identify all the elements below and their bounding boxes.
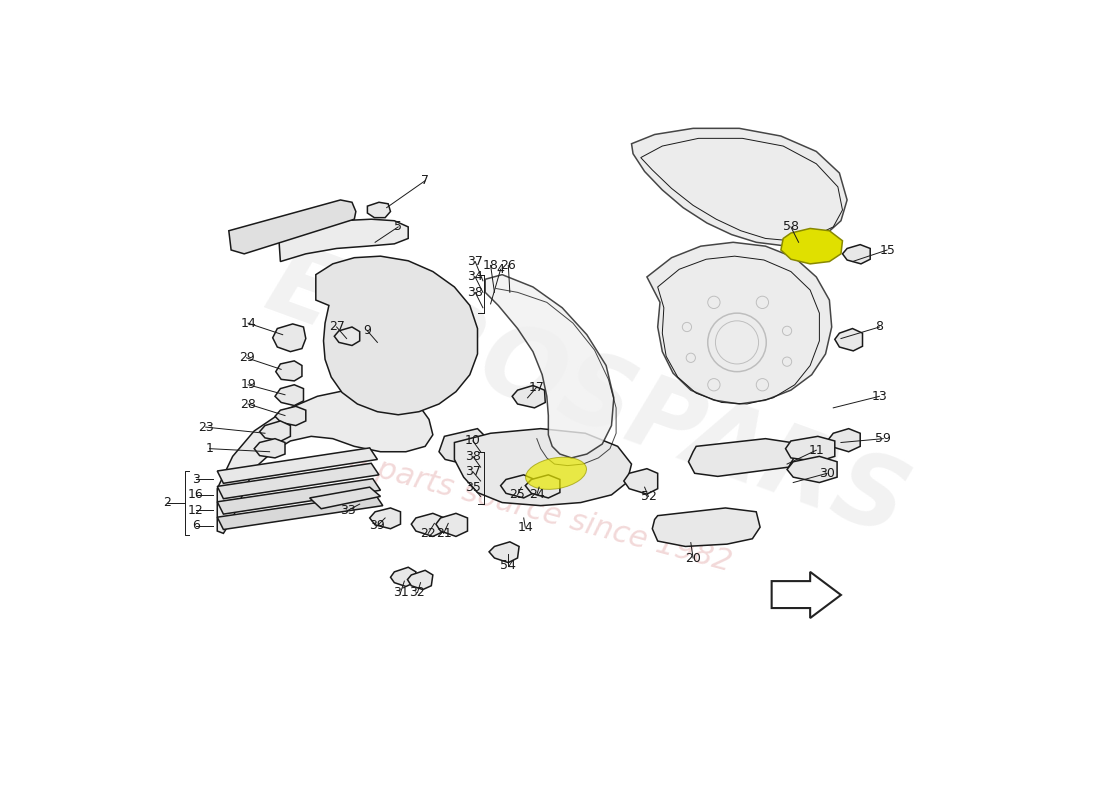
- Text: 16: 16: [188, 488, 204, 502]
- Polygon shape: [229, 200, 356, 254]
- Polygon shape: [279, 219, 408, 262]
- Polygon shape: [788, 456, 837, 482]
- Text: 35: 35: [465, 481, 481, 494]
- Polygon shape: [843, 245, 870, 264]
- Polygon shape: [828, 429, 860, 452]
- Text: 5: 5: [394, 220, 403, 234]
- Text: 14: 14: [240, 317, 256, 330]
- Text: 59: 59: [876, 432, 891, 445]
- Polygon shape: [273, 324, 306, 352]
- Text: 30: 30: [820, 467, 835, 480]
- Polygon shape: [454, 429, 631, 506]
- Polygon shape: [785, 436, 835, 462]
- Polygon shape: [254, 438, 285, 458]
- Text: 37: 37: [468, 255, 483, 268]
- Ellipse shape: [526, 458, 586, 490]
- Text: 8: 8: [876, 321, 883, 334]
- Text: 7: 7: [421, 174, 429, 187]
- Polygon shape: [647, 242, 832, 404]
- Text: 15: 15: [879, 243, 895, 257]
- Text: 28: 28: [240, 398, 256, 410]
- Text: 14: 14: [517, 521, 534, 534]
- Polygon shape: [275, 406, 306, 426]
- Polygon shape: [370, 508, 400, 529]
- Polygon shape: [260, 421, 290, 441]
- Polygon shape: [781, 229, 843, 264]
- Text: 3: 3: [191, 473, 199, 486]
- Polygon shape: [334, 327, 360, 346]
- Text: 26: 26: [500, 259, 516, 272]
- Text: 12: 12: [188, 504, 204, 517]
- Text: 25: 25: [509, 488, 526, 502]
- Text: 38: 38: [465, 450, 481, 463]
- Text: EUROSPARS: EUROSPARS: [254, 235, 920, 557]
- Text: 38: 38: [468, 286, 483, 299]
- Text: 2: 2: [163, 496, 172, 509]
- Text: 19: 19: [240, 378, 256, 391]
- Polygon shape: [218, 463, 378, 498]
- Text: 23: 23: [198, 421, 213, 434]
- Polygon shape: [485, 274, 614, 458]
- Polygon shape: [652, 508, 760, 546]
- Text: 1: 1: [206, 442, 213, 455]
- Polygon shape: [631, 128, 847, 246]
- Text: 11: 11: [808, 444, 824, 457]
- Text: 9: 9: [363, 324, 372, 338]
- Polygon shape: [526, 475, 560, 498]
- Polygon shape: [624, 469, 658, 494]
- Text: 18: 18: [483, 259, 498, 272]
- Text: 4: 4: [497, 262, 505, 276]
- Text: 31: 31: [393, 586, 408, 599]
- Text: 21: 21: [436, 527, 451, 540]
- Text: 10: 10: [465, 434, 481, 447]
- Text: 13: 13: [871, 390, 888, 403]
- Polygon shape: [310, 487, 381, 509]
- Polygon shape: [407, 570, 433, 590]
- Text: 22: 22: [420, 527, 436, 540]
- Polygon shape: [772, 572, 842, 618]
- Polygon shape: [390, 567, 416, 586]
- Text: 39: 39: [370, 519, 385, 532]
- Text: 37: 37: [465, 466, 481, 478]
- Polygon shape: [490, 542, 519, 562]
- Polygon shape: [436, 514, 468, 537]
- Text: 33: 33: [340, 504, 356, 517]
- Text: 29: 29: [239, 351, 254, 364]
- Polygon shape: [411, 514, 444, 537]
- Polygon shape: [689, 438, 794, 476]
- Polygon shape: [513, 386, 546, 408]
- Polygon shape: [218, 390, 433, 534]
- Text: 27: 27: [329, 321, 344, 334]
- Polygon shape: [276, 361, 301, 381]
- Polygon shape: [218, 448, 377, 483]
- Text: 54: 54: [500, 559, 516, 572]
- Polygon shape: [439, 429, 485, 467]
- Text: 20: 20: [685, 551, 701, 565]
- Polygon shape: [316, 256, 477, 414]
- Polygon shape: [367, 202, 390, 218]
- Text: 34: 34: [468, 270, 483, 283]
- Polygon shape: [835, 329, 862, 351]
- Text: 6: 6: [191, 519, 199, 532]
- Text: 32: 32: [409, 586, 426, 599]
- Polygon shape: [500, 475, 535, 498]
- Text: a parts source since 1982: a parts source since 1982: [346, 446, 735, 577]
- Text: 17: 17: [529, 381, 544, 394]
- Text: 58: 58: [783, 220, 799, 234]
- Polygon shape: [218, 478, 381, 514]
- Text: 52: 52: [640, 490, 657, 503]
- Text: 24: 24: [529, 488, 544, 502]
- Polygon shape: [275, 385, 304, 406]
- Polygon shape: [218, 494, 383, 530]
